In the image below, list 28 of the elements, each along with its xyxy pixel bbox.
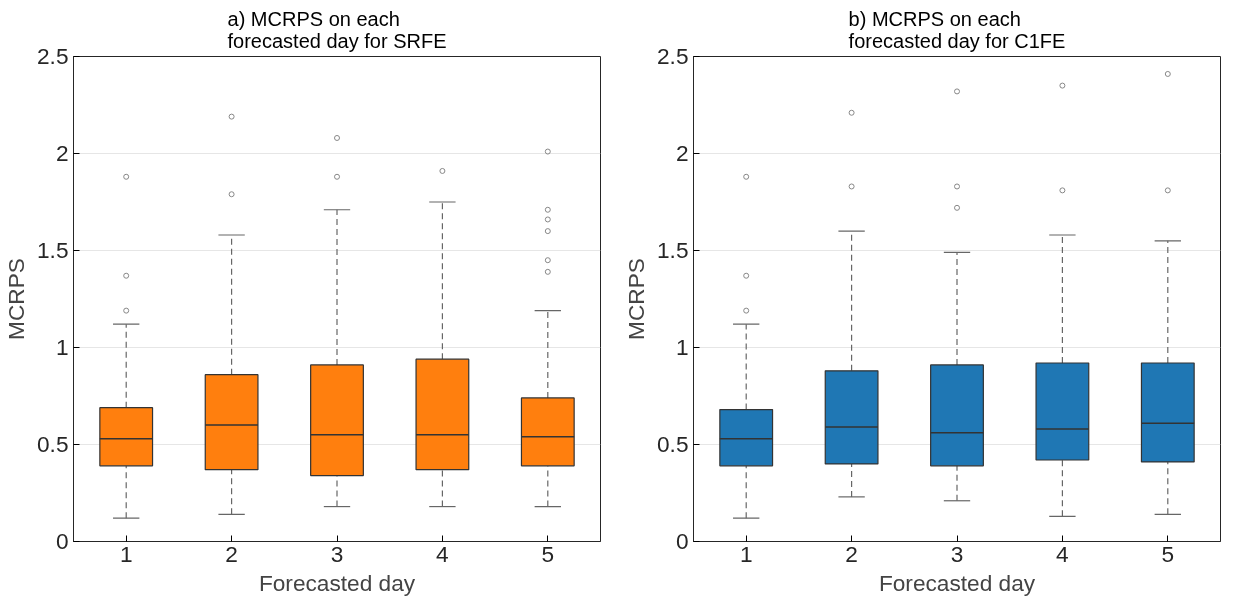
y-tick-label: 2 [55, 140, 69, 166]
chart-title: a) MCRPS on each forecasted day for SRFE [227, 7, 447, 52]
y-tick-label: 2.5 [657, 43, 689, 69]
y-tick-label: 2 [675, 140, 689, 166]
x-tick-label: 3 [330, 540, 344, 567]
y-axis-title: MCRPS [623, 258, 649, 340]
y-tick-label: 1 [55, 334, 69, 360]
x-tick-label: 1 [119, 540, 133, 567]
chart-title: b) MCRPS on each forecasted day for C1FE [848, 7, 1066, 52]
x-tick-label: 1 [739, 540, 753, 567]
x-tick-label: 5 [1161, 540, 1175, 567]
y-tick-label: 2.5 [37, 43, 69, 69]
y-tick-label: 1.5 [37, 237, 69, 263]
y-tick-label: 0.5 [657, 431, 689, 457]
x-tick-label: 2 [225, 540, 238, 567]
y-axis-title: MCRPS [3, 258, 29, 340]
y-tick-label: 1 [675, 334, 689, 360]
x-tick-label: 4 [1056, 540, 1069, 567]
x-axis-title: Forecasted day [258, 569, 416, 596]
y-tick-label: 0 [675, 528, 689, 554]
x-tick-label: 2 [845, 540, 858, 567]
y-tick-label: 0 [55, 528, 69, 554]
x-tick-label: 4 [436, 540, 449, 567]
y-tick-label: 1.5 [657, 237, 689, 263]
x-axis-title: Forecasted day [878, 569, 1036, 596]
x-tick-label: 5 [541, 540, 555, 567]
y-tick-label: 0.5 [37, 431, 69, 457]
x-tick-label: 3 [950, 540, 964, 567]
